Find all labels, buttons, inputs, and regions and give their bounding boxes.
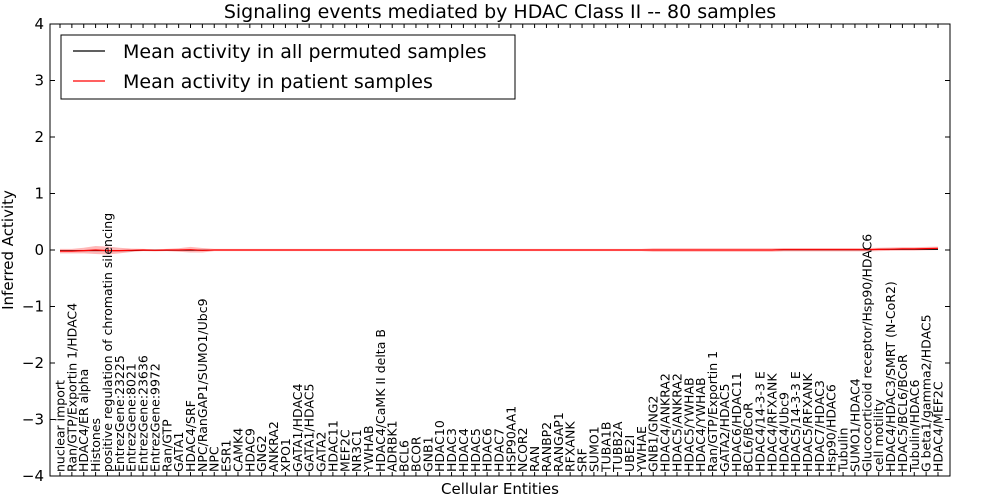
x-tick-label: HDAC4 [456, 428, 471, 472]
x-tick-label: HDAC4/RFXANK [764, 373, 779, 472]
legend-box [60, 34, 516, 100]
x-tick-label: RANBP2 [539, 422, 554, 472]
x-tick-label: Histones [88, 418, 103, 472]
x-tick-label: Ran/GTP [159, 419, 174, 472]
y-tick-label: 4 [34, 15, 44, 33]
x-tick-label: HDAC5/YWHAB [681, 377, 696, 472]
x-tick-label: HDAC5/14-3-3 E [788, 371, 803, 472]
y-tick-label: −3 [22, 411, 44, 429]
x-tick-label: Tubulin/HDAC6 [907, 380, 922, 473]
x-tick-label: XPO1 [278, 438, 293, 472]
x-tick-label: GNB1/GNG2 [646, 396, 661, 472]
x-tick-label: Tubulin [836, 428, 851, 473]
x-tick-label: SRF [575, 448, 590, 472]
x-tick-label: Ran/GTP/Exportin 1/HDAC4 [64, 303, 79, 472]
x-tick-label: Glucocorticoid receptor/Hsp90/HDAC6 [859, 234, 874, 472]
x-tick-label: NCOR2 [515, 427, 530, 472]
x-tick-label: HSP90AA1 [503, 406, 518, 472]
x-tick-label: GATA1/HDAC4 [290, 383, 305, 472]
x-tick-label: BCOR [408, 436, 423, 472]
chart-title: Signaling events mediated by HDAC Class … [224, 1, 776, 23]
x-tick-label: MEF2C [337, 429, 352, 472]
x-tick-label: RFXANK [563, 421, 578, 472]
x-tick-label: HDAC9 [242, 428, 257, 472]
x-tick-label: positive regulation of chromatin silenci… [100, 213, 115, 472]
y-tick-label: −2 [22, 354, 44, 372]
x-tick-label: HDAC4/HDAC3/SMRT (N-CoR2) [883, 281, 898, 472]
x-tick-label: GATA2 [314, 432, 329, 472]
x-tick-label: HDAC5/RFXANK [800, 373, 815, 472]
x-tick-label: EntrezGene:23225 [112, 355, 127, 472]
x-tick-label: GNG2 [254, 435, 269, 472]
y-tick-label: 2 [34, 128, 44, 146]
x-tick-label: SUMO1 [586, 426, 601, 472]
x-tick-label: BCL6 [397, 440, 412, 472]
x-tick-label: Ran/GTP/Exportin 1 [705, 351, 720, 472]
x-tick-label: SUMO1/HDAC4 [847, 378, 862, 472]
x-tick-label: HDAC5/ANKRA2 [669, 373, 684, 472]
x-tick-label: HDAC5 [468, 428, 483, 472]
x-tick-label: EntrezGene:9972 [147, 363, 162, 472]
patient-mean-line [60, 247, 939, 252]
x-tick-label: TUBA1B [598, 422, 613, 473]
x-tick-label: HDAC4/MEF2C [931, 381, 946, 472]
y-tick-label: 3 [34, 72, 44, 90]
x-tick-label: YWHAB [361, 425, 376, 473]
x-tick-label: cell motility [871, 398, 886, 472]
x-tick-label: NPC [207, 446, 222, 472]
x-tick-label: HDAC4/CaMK II delta B [373, 329, 388, 472]
x-tick-label: ADRBK1 [385, 420, 400, 472]
x-tick-label: GNB1 [420, 436, 435, 472]
y-tick-label: −4 [22, 467, 44, 485]
x-tick-label: HDAC4/14-3-3 E [753, 371, 768, 472]
x-tick-label: YWHAE [634, 426, 649, 473]
x-tick-label: HDAC7 [492, 428, 507, 472]
x-tick-label: HDAC10 [432, 420, 447, 472]
x-tick-label: EntrezGene:23636 [136, 355, 151, 472]
x-axis-label: Cellular Entities [441, 480, 559, 498]
x-tick-label: G beta1/gamma2/HDAC5 [919, 314, 934, 472]
x-tick-label: RANGAP1 [551, 412, 566, 472]
x-tick-label: HDAC3 [444, 428, 459, 472]
x-tick-label: BCL6/BCoR [741, 402, 756, 472]
x-tick-label: NR3C1 [349, 429, 364, 472]
x-tick-label: RAN [527, 446, 542, 472]
y-tick-label: 1 [34, 185, 44, 203]
x-tick-label: ESR1 [219, 440, 234, 472]
x-tick-label: TUBB2A [610, 421, 625, 473]
legend-label: Mean activity in patient samples [123, 71, 433, 93]
x-tick-label: NPC/RanGAP1/SUMO1/Ubc9 [195, 298, 210, 472]
y-tick-label: 0 [34, 241, 44, 259]
x-tick-label: GATA1/HDAC5 [302, 384, 317, 472]
y-tick-labels: 4 3 2 1 0 −1 −2 −3 −4 [22, 15, 950, 485]
x-tick-label: UBE2I [622, 435, 637, 472]
x-tick-label: GATA1 [171, 432, 186, 472]
x-tick-label: HDAC4/ANKRA2 [658, 373, 673, 472]
x-tick-label: HDAC6/HDAC11 [729, 372, 744, 472]
legend-label: Mean activity in all permuted samples [123, 41, 486, 63]
x-tick-label: nuclear import [53, 380, 68, 472]
x-tick-label: Hsp90/HDAC6 [824, 384, 839, 472]
x-tick-label: HDAC4/ER alpha [76, 369, 91, 472]
x-tick-label: HDAC5/BCL6/BCoR [895, 354, 910, 472]
x-tick-label: HDAC6 [480, 428, 495, 472]
x-tick-label: GATA2/HDAC5 [717, 384, 732, 472]
y-tick-label: −1 [22, 298, 44, 316]
x-tick-label: HDAC11 [325, 420, 340, 472]
x-tick-label: CAMK4 [230, 428, 245, 472]
x-tick-label: HDAC4/YWHAB [693, 377, 708, 472]
x-tick-label: HDAC7/HDAC3 [812, 380, 827, 472]
x-tick-label: HDAC4/SRF [183, 400, 198, 472]
y-axis-label: Inferred Activity [0, 190, 17, 310]
x-tick-label: EntrezGene:8021 [124, 363, 139, 472]
x-tick-label: ANKRA2 [266, 421, 281, 472]
x-tick-label: HDAC4/Ubc9 [776, 392, 791, 472]
legend: Mean activity in all permuted samples Mea… [60, 34, 516, 100]
